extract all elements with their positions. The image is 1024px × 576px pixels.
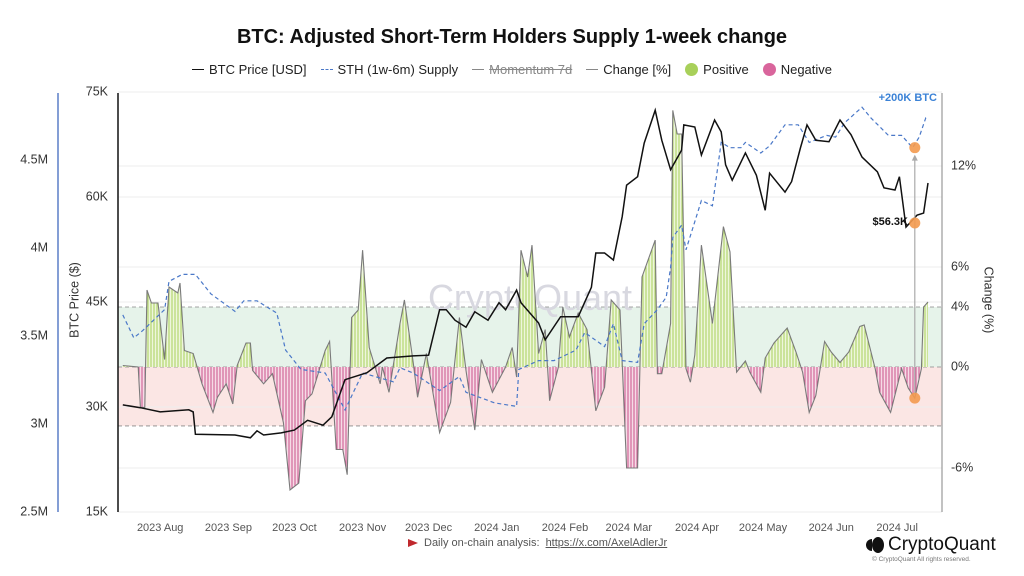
x-tick-label: 2024 Jul — [876, 522, 918, 534]
price-tick-label: 15K — [86, 504, 109, 518]
x-tick-label: 2024 Mar — [606, 522, 653, 534]
change-tick-label: 0% — [951, 359, 969, 373]
x-tick-label: 2023 Dec — [405, 522, 453, 534]
chart-title: BTC: Adjusted Short-Term Holders Supply … — [236, 26, 788, 48]
legend-label: Momentum 7d — [489, 62, 573, 77]
legend-label: Positive — [703, 62, 749, 77]
supply-tick-label: 3.5M — [20, 328, 48, 342]
price-tick-label: 75K — [86, 84, 109, 98]
dashed-line-icon — [320, 69, 333, 70]
sth-supply-line — [122, 106, 928, 412]
author-link[interactable]: https://x.com/AxelAdlerJr — [545, 537, 668, 549]
legend: BTC Price [USD] STH (1w-6m) Supply Momen… — [0, 62, 1024, 77]
green-dot-icon — [685, 63, 699, 76]
footer-note: Daily on-chain analysis: https://x.com/A… — [408, 537, 667, 549]
change-tick-label: 4% — [951, 299, 969, 313]
change-highlight-marker — [909, 392, 921, 404]
x-tick-label: 2024 Apr — [675, 522, 719, 534]
negative-change-area — [122, 367, 928, 490]
change-axis-title: Change (%) — [982, 267, 996, 334]
legend-label: STH (1w-6m) Supply — [337, 62, 459, 77]
supply-tick-label: 2.5M — [20, 504, 48, 518]
solid-line-icon — [191, 69, 204, 70]
price-highlight-marker — [909, 217, 921, 229]
supply-tick-label: 3M — [31, 416, 48, 430]
x-tick-label: 2024 May — [739, 522, 788, 534]
cryptoquant-logo-icon — [866, 537, 884, 553]
price-tick-label: 45K — [86, 294, 109, 308]
x-tick-label: 2024 Jan — [474, 522, 519, 534]
price-tick-label: 30K — [86, 399, 109, 413]
logo-text: CryptoQuant — [888, 534, 996, 555]
legend-sth-supply[interactable]: STH (1w-6m) Supply — [320, 62, 459, 77]
change-tick-label: 12% — [951, 158, 976, 172]
legend-label: Change [%] — [603, 62, 672, 77]
cryptoquant-logo: CryptoQuant — [866, 534, 996, 556]
x-tick-label: 2023 Nov — [339, 522, 387, 534]
change-tick-label: 6% — [951, 259, 969, 273]
legend-label: BTC Price [USD] — [208, 62, 307, 77]
change-line — [122, 110, 929, 491]
legend-negative[interactable]: Negative — [762, 62, 833, 77]
gray-line-icon — [586, 69, 599, 70]
pink-dot-icon — [762, 63, 776, 76]
legend-positive[interactable]: Positive — [685, 62, 749, 77]
x-tick-label: 2023 Oct — [272, 522, 317, 534]
price-tick-label: 60K — [86, 189, 109, 203]
supply-annotation: +200K BTC — [879, 92, 937, 104]
x-tick-label: 2024 Feb — [542, 522, 588, 534]
legend-btc-price[interactable]: BTC Price [USD] — [191, 62, 307, 77]
price-annotation: $56.3K — [873, 216, 909, 228]
btc-price-line — [122, 107, 929, 439]
arrow-head-icon — [911, 154, 918, 161]
legend-momentum[interactable]: Momentum 7d — [472, 62, 572, 77]
copyright: © CryptoQuant All rights reserved. — [872, 556, 971, 563]
x-tick-label: 2023 Aug — [137, 522, 184, 534]
price-axis-title: BTC Price ($) — [67, 262, 81, 338]
positive-change-area — [122, 110, 928, 367]
supply-tick-label: 4M — [31, 240, 48, 254]
x-tick-label: 2024 Jun — [809, 522, 854, 534]
legend-label: Negative — [780, 62, 833, 77]
supply-highlight-marker — [909, 142, 921, 154]
x-tick-label: 2023 Sep — [205, 522, 252, 534]
flag-icon — [408, 539, 418, 547]
footer-text: Daily on-chain analysis: — [424, 537, 540, 549]
change-tick-label: -6% — [951, 460, 973, 474]
supply-tick-label: 4.5M — [20, 152, 48, 166]
legend-change[interactable]: Change [%] — [586, 62, 671, 77]
gray-line-icon — [472, 69, 485, 70]
